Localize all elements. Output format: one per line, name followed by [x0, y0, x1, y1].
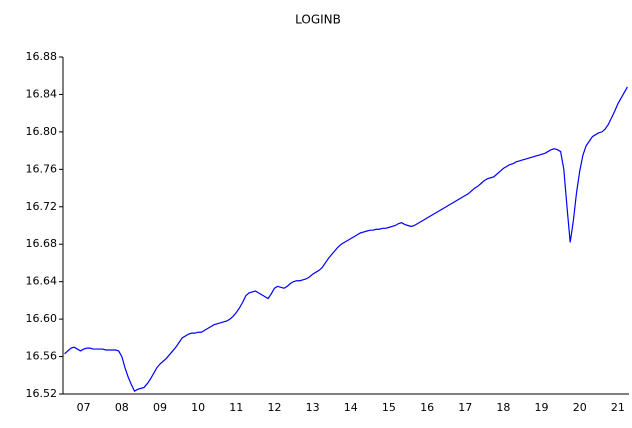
- x-tick-label: 11: [229, 401, 243, 414]
- x-tick-label: 15: [382, 401, 396, 414]
- y-tick-label: 16.60: [26, 312, 58, 325]
- x-tick-label: 16: [420, 401, 434, 414]
- y-tick-label: 16.68: [26, 237, 58, 250]
- y-tick-label: 16.72: [26, 200, 58, 213]
- x-tick-label: 14: [344, 401, 358, 414]
- y-tick-label: 16.80: [26, 125, 58, 138]
- x-tick-label: 07: [77, 401, 91, 414]
- x-tick-label: 20: [573, 401, 587, 414]
- x-tick-label: 21: [611, 401, 625, 414]
- x-tick-label: 18: [496, 401, 510, 414]
- chart-title: LOGINB: [295, 13, 341, 27]
- x-tick-label: 10: [191, 401, 205, 414]
- x-tick-label: 08: [115, 401, 129, 414]
- x-tick-label: 09: [153, 401, 167, 414]
- x-tick-label: 19: [535, 401, 549, 414]
- y-tick-label: 16.76: [26, 162, 58, 175]
- x-tick-label: 17: [458, 401, 472, 414]
- y-tick-label: 16.84: [26, 87, 58, 100]
- data-line: [64, 86, 628, 393]
- y-tick-label: 16.56: [26, 350, 58, 363]
- y-tick-label: 16.64: [26, 275, 58, 288]
- y-tick-label: 16.88: [26, 50, 58, 63]
- y-tick-label: 16.52: [26, 387, 58, 400]
- x-tick-label: 12: [267, 401, 281, 414]
- x-tick-label: 13: [306, 401, 320, 414]
